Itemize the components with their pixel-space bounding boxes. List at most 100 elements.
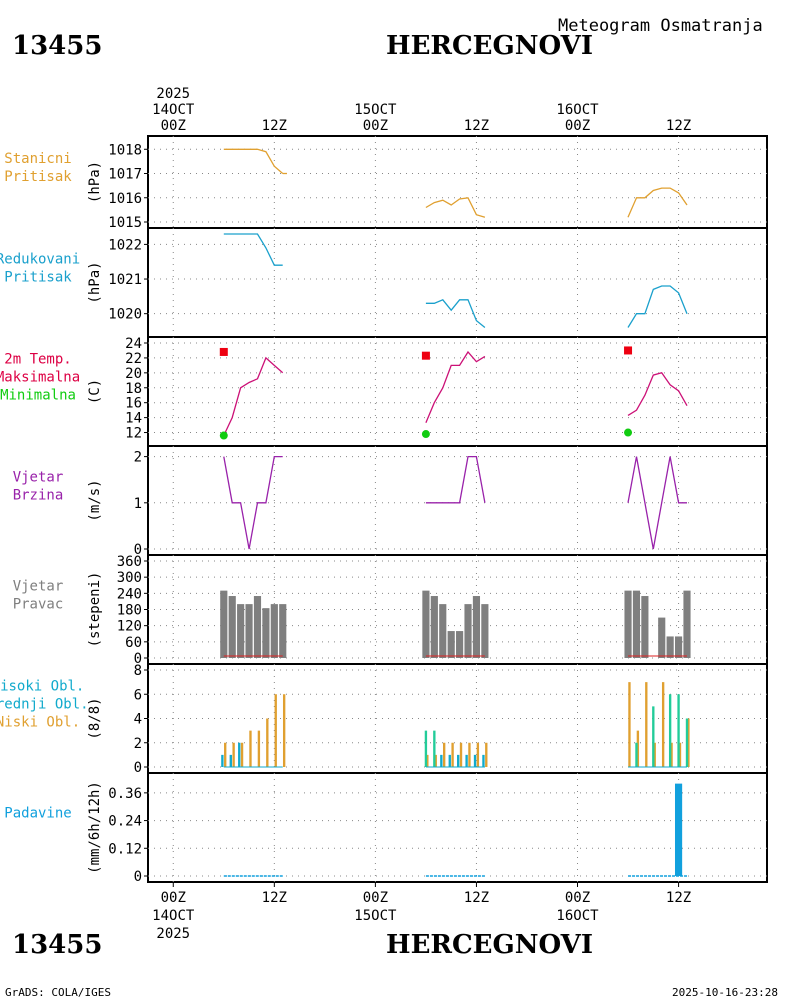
- plot-area: [223, 783, 687, 877]
- cloud-bar-niski: [687, 718, 690, 767]
- cloud-bar-niski: [240, 742, 244, 767]
- cloud-bar-niski: [232, 742, 235, 767]
- wind-direction-bar: [447, 631, 455, 658]
- y-tick-label: 12: [125, 426, 142, 442]
- plot-area: [220, 590, 691, 658]
- cloud-bar-niski: [274, 694, 277, 767]
- cloud-bar-srednji: [677, 694, 680, 767]
- bottom-date-label: 14OCT: [152, 908, 195, 924]
- wind-direction-bar: [270, 604, 278, 658]
- y-tick-label: 6: [134, 687, 142, 703]
- wind-direction-bar: [279, 604, 287, 658]
- cloud-bar-niski: [257, 730, 261, 767]
- station-id: 13455: [12, 31, 102, 61]
- plot-area: [221, 682, 690, 768]
- max-temp-marker: [219, 347, 228, 356]
- bottom-hour-label: 00Z: [565, 890, 590, 906]
- top-date-label: 14OCT: [152, 102, 195, 118]
- panel-label: Visoki Obl.: [0, 679, 84, 695]
- wind-direction-bar: [481, 604, 489, 658]
- cloud-bar-niski: [628, 682, 631, 767]
- top-hour-label: 12Z: [262, 118, 287, 134]
- wind-direction-bar: [253, 596, 262, 658]
- y-tick-label: 20: [125, 366, 142, 382]
- series-line-day14: [223, 233, 283, 266]
- cloud-bar-srednji: [433, 730, 436, 767]
- y-tick-label: 4: [134, 712, 142, 728]
- y-tick-label: 1018: [108, 142, 142, 158]
- y-tick-label: 0: [134, 869, 142, 885]
- wind-direction-bar: [456, 631, 464, 658]
- bottom-date-label: 16OCT: [556, 908, 599, 924]
- unit-label: (C): [87, 379, 103, 404]
- cloud-bar-visoki: [465, 754, 468, 767]
- wind-direction-bar: [632, 590, 641, 658]
- plot-area: [223, 233, 688, 329]
- station-name: HERCEGNOVI: [386, 31, 593, 61]
- cloud-bar-visoki: [473, 754, 477, 767]
- y-tick-label: 0.24: [108, 814, 142, 830]
- y-tick-label: 2: [134, 736, 142, 752]
- cloud-bar-niski: [468, 742, 471, 767]
- wind-direction-bar: [430, 596, 438, 658]
- y-tick-label: 120: [117, 619, 142, 635]
- credit: GrADS: COLA/IGES: [5, 986, 111, 999]
- panel-precipitation: 0 0.12 0.24 0.36 Padavine (mm/6h/12h): [4, 772, 768, 885]
- cloud-bar-srednji: [668, 694, 672, 767]
- y-tick-label: 1020: [108, 307, 142, 323]
- wind-direction-bar: [439, 604, 447, 658]
- y-tick-label: 22: [125, 351, 142, 367]
- cloud-bar-niski: [636, 730, 640, 767]
- plot-area: [223, 455, 687, 550]
- y-tick-label: 360: [117, 554, 142, 570]
- y-tick-label: 180: [117, 603, 142, 619]
- wind-direction-bar: [472, 596, 481, 658]
- panel-label: Pritisak: [4, 270, 72, 286]
- cloud-bar-niski: [249, 730, 252, 767]
- max-temp-marker: [421, 351, 430, 360]
- timestamp: 2025-10-16-23:28: [672, 986, 778, 999]
- top-hour-label: 00Z: [161, 118, 186, 134]
- cloud-bar-visoki: [221, 754, 224, 767]
- y-tick-label: 300: [117, 570, 142, 586]
- cloud-bar-niski: [670, 742, 673, 767]
- panel-frame: [147, 227, 768, 338]
- series-line-day15: [425, 197, 486, 218]
- series-line-day15: [425, 455, 486, 504]
- panel-label: Stanicni: [4, 151, 71, 167]
- wind-direction-bar: [658, 617, 666, 658]
- y-tick-label: 0: [134, 542, 142, 558]
- bottom-hour-label: 00Z: [161, 890, 186, 906]
- panel-label: Pritisak: [4, 169, 72, 185]
- min-temp-marker: [624, 428, 633, 437]
- cloud-bar-niski: [645, 682, 648, 767]
- cloud-bar-srednji: [635, 742, 638, 767]
- cloud-bar-niski: [485, 742, 488, 767]
- precipitation-bar: [674, 783, 683, 876]
- cloud-bar-niski: [282, 694, 286, 767]
- y-tick-label: 24: [125, 336, 142, 352]
- cloud-bar-visoki: [482, 754, 485, 767]
- wind-direction-bar: [262, 608, 270, 658]
- wind-direction-bar: [245, 604, 253, 658]
- unit-label: (hPa): [87, 261, 103, 303]
- panel-label: Srednji Obl.: [0, 697, 89, 713]
- cloud-bar-niski: [678, 742, 682, 767]
- panel-label: 2m Temp.: [4, 352, 71, 368]
- y-tick-label: 240: [117, 586, 142, 602]
- cloud-bar-niski: [653, 742, 656, 767]
- bottom-date-label: 15OCT: [354, 908, 397, 924]
- cloud-bar-niski: [434, 754, 437, 767]
- y-tick-label: 1017: [108, 167, 142, 183]
- unit-label: (stepeni): [87, 572, 103, 648]
- panel-label: Minimalna: [0, 388, 76, 404]
- y-tick-label: 2: [134, 450, 142, 466]
- series-line-day15: [425, 350, 486, 424]
- cloud-bar-niski: [266, 718, 269, 767]
- footer-station-id: 13455: [12, 930, 102, 960]
- wind-direction-bar: [641, 596, 649, 658]
